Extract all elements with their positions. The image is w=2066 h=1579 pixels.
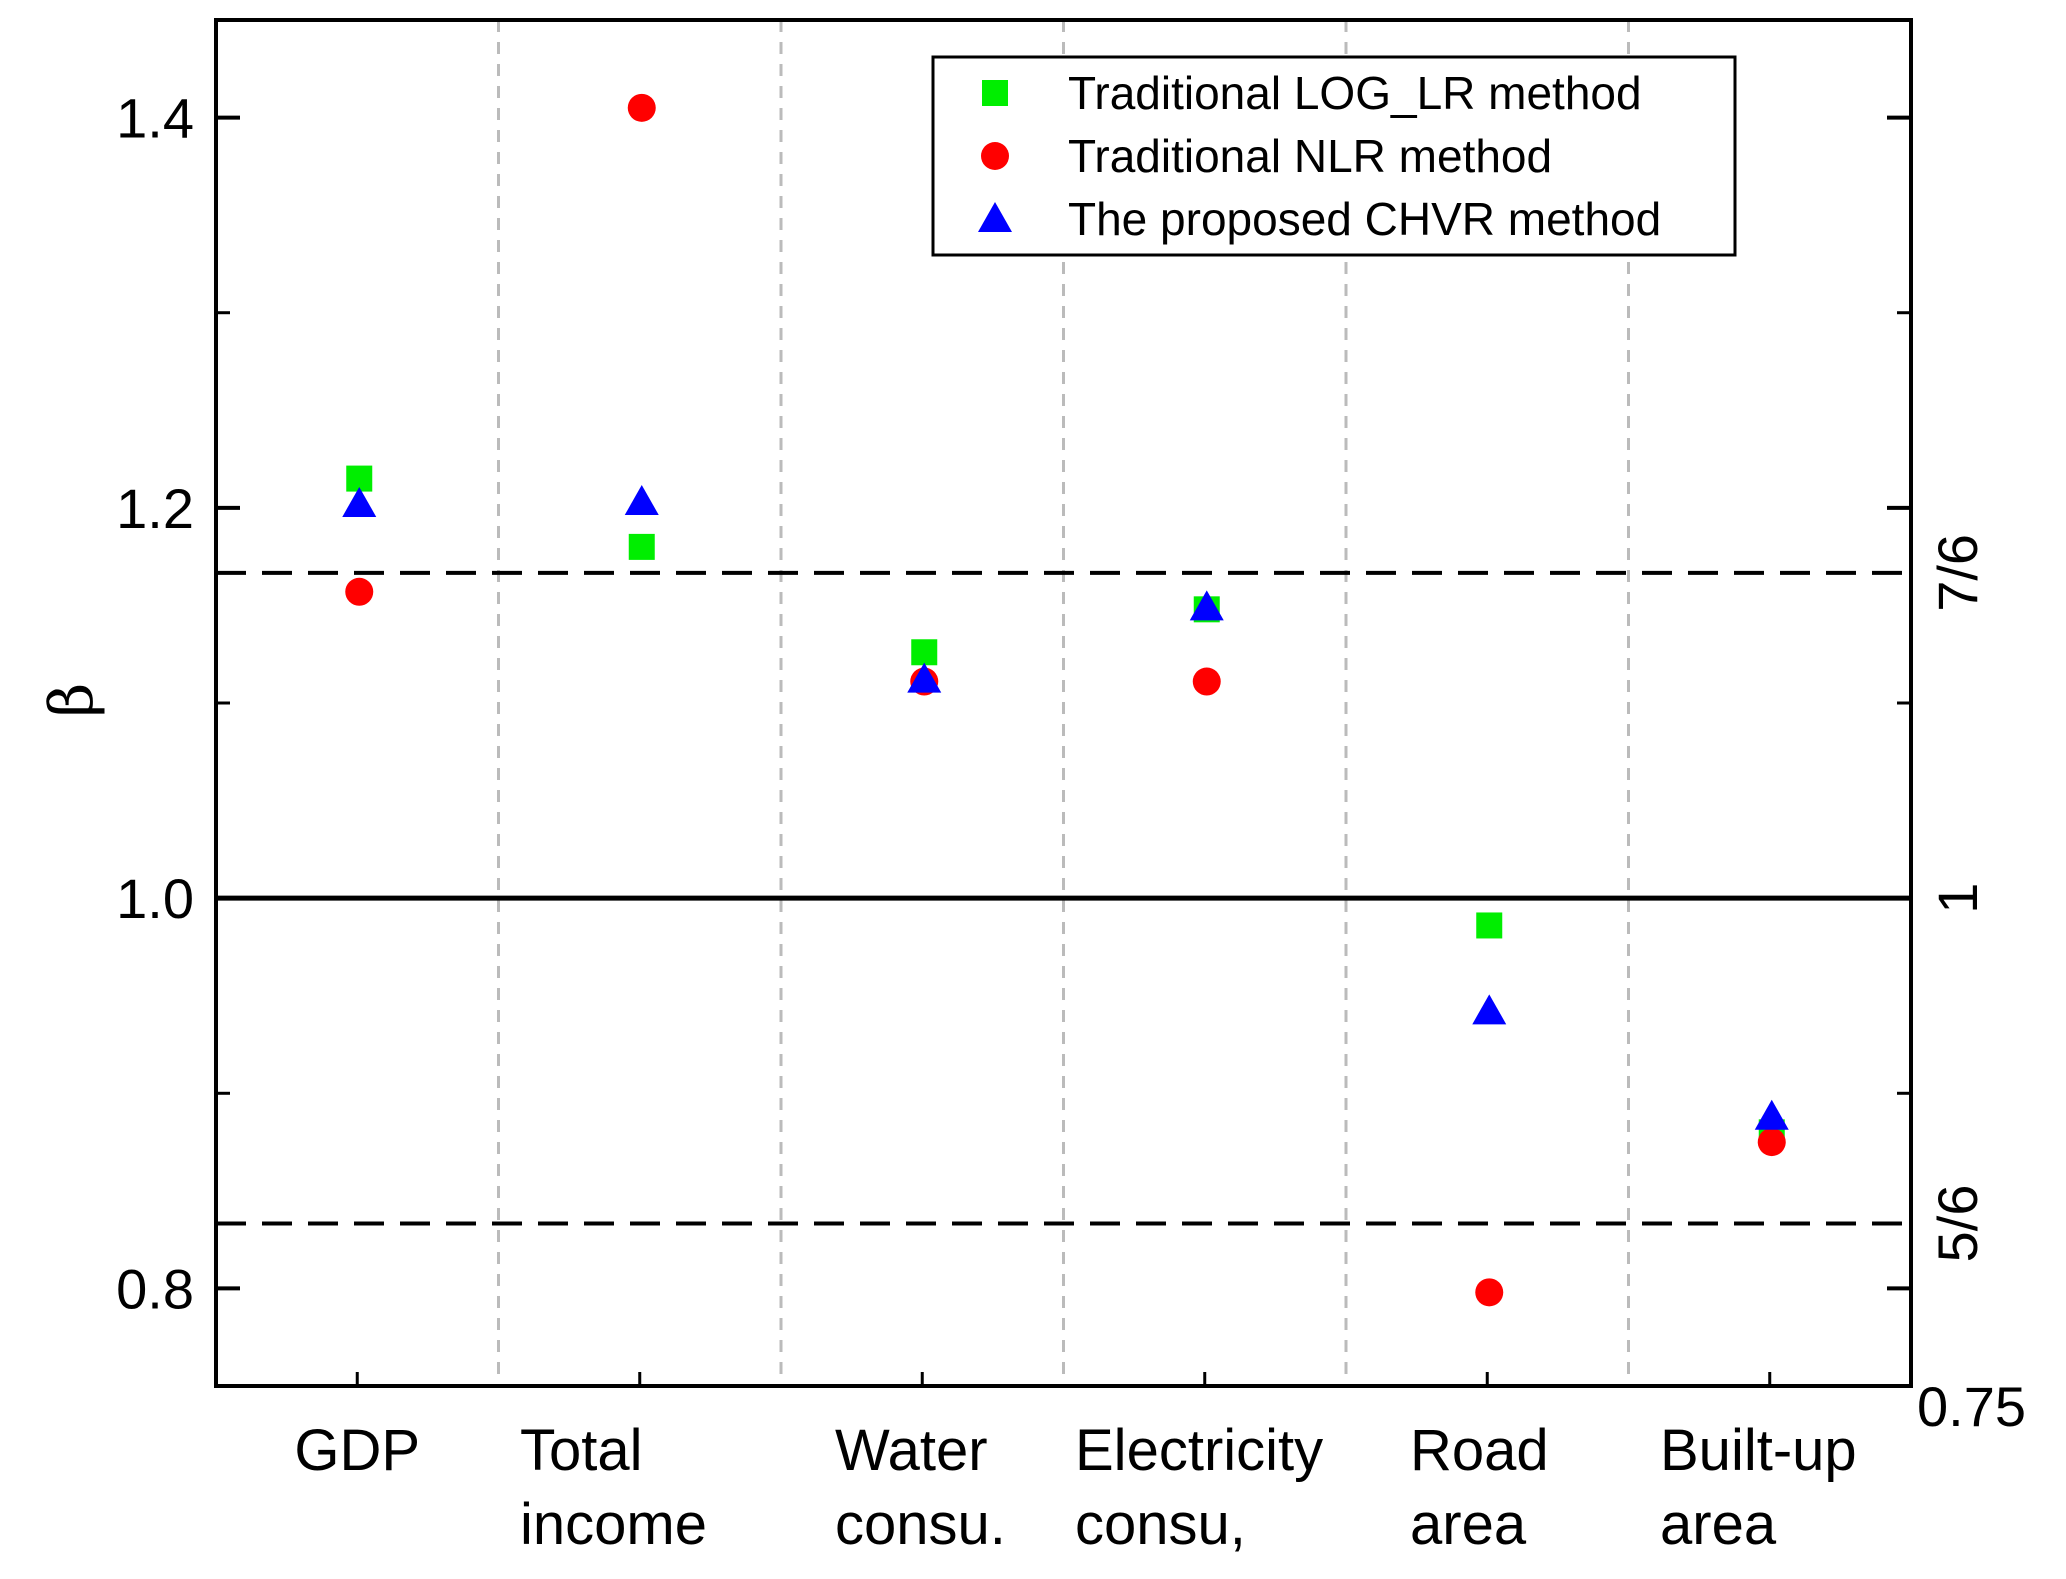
left-tick-label: 1.4 bbox=[116, 87, 194, 150]
point-circle bbox=[345, 577, 374, 606]
point-circle bbox=[1192, 667, 1221, 696]
right-tick-label: 7/6 bbox=[1926, 534, 1989, 612]
category-label-line: Road bbox=[1410, 1418, 1549, 1483]
category-label-line: area bbox=[1410, 1492, 1527, 1557]
left-tick-label: 0.8 bbox=[116, 1257, 194, 1320]
legend-label: Traditional NLR method bbox=[1068, 130, 1552, 182]
series-square bbox=[346, 465, 1785, 1146]
category-label: Road area bbox=[1410, 1418, 1549, 1557]
point-triangle bbox=[624, 485, 659, 516]
legend-marker-square bbox=[982, 80, 1008, 106]
right-tick-label: 0.75 bbox=[1917, 1375, 2026, 1438]
legend-label: Traditional LOG_LR method bbox=[1068, 67, 1642, 119]
reference-lines bbox=[216, 570, 1911, 1226]
point-triangle bbox=[1189, 590, 1224, 621]
category-label-line: Electricity bbox=[1075, 1418, 1323, 1483]
series-circle bbox=[345, 93, 1786, 1307]
point-circle bbox=[1475, 1278, 1504, 1307]
legend-label: The proposed CHVR method bbox=[1068, 193, 1661, 245]
category-labels: GDP Total income Water consu. Electricity cons… bbox=[294, 1418, 1856, 1557]
category-label-line: area bbox=[1660, 1492, 1777, 1557]
point-square bbox=[628, 533, 655, 560]
point-triangle bbox=[907, 662, 942, 693]
point-square bbox=[911, 639, 938, 666]
point-circle bbox=[627, 93, 656, 122]
point-square bbox=[1476, 912, 1503, 939]
data-markers bbox=[342, 93, 1789, 1307]
category-label-line: Built-up bbox=[1660, 1418, 1857, 1483]
left-tick-label: 1.2 bbox=[116, 477, 194, 540]
legend-marker-circle bbox=[981, 142, 1009, 170]
category-label: Built-up area bbox=[1660, 1418, 1857, 1557]
category-label: GDP bbox=[294, 1418, 420, 1483]
category-label: Electricity consu, bbox=[1075, 1418, 1323, 1557]
point-circle bbox=[1757, 1128, 1786, 1157]
right-tick-label: 1 bbox=[1926, 883, 1989, 914]
category-label-line: consu, bbox=[1075, 1492, 1246, 1557]
category-label: Water consu. bbox=[835, 1418, 1006, 1557]
category-label-line: income bbox=[520, 1492, 707, 1557]
point-triangle bbox=[1472, 994, 1507, 1025]
category-label-line: GDP bbox=[294, 1418, 420, 1483]
right-tick-label: 5/6 bbox=[1926, 1185, 1989, 1263]
y-axis-label: β bbox=[37, 683, 107, 718]
category-label: Total income bbox=[520, 1418, 707, 1557]
axis-ticks: 0.8 1.0 1.2 1.4 0.75 5/6 1 7/6 bbox=[116, 87, 2026, 1438]
point-triangle bbox=[342, 486, 377, 517]
legend-marker-triangle bbox=[978, 202, 1012, 232]
series-triangle bbox=[342, 485, 1789, 1130]
category-label-line: Total bbox=[520, 1418, 643, 1483]
left-tick-label: 1.0 bbox=[116, 867, 194, 930]
point-triangle bbox=[1754, 1099, 1789, 1130]
category-label-line: Water bbox=[835, 1418, 988, 1483]
category-label-line: consu. bbox=[835, 1492, 1006, 1557]
legend-box bbox=[931, 55, 1737, 257]
legend: Traditional LOG_LR method Traditional NLR… bbox=[931, 55, 1737, 257]
